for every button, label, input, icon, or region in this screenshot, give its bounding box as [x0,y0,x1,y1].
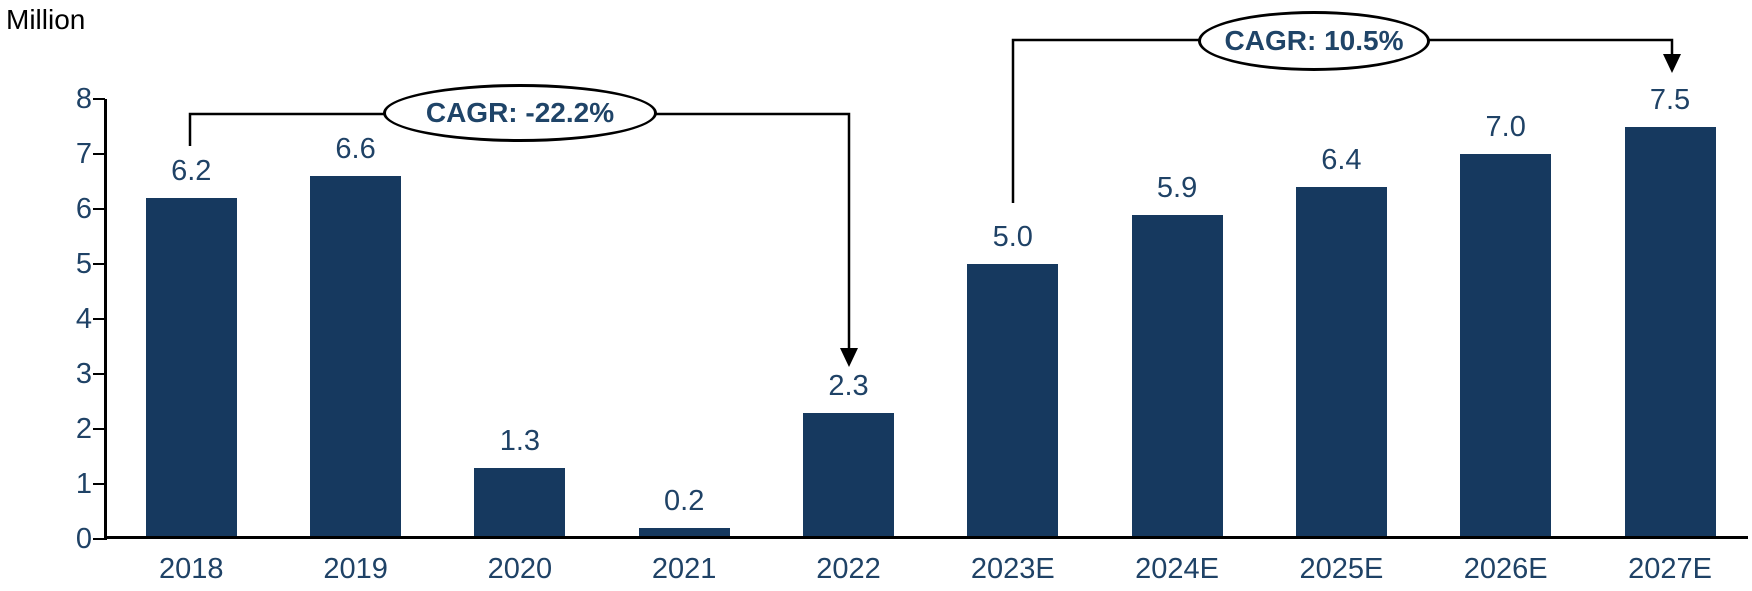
bar-value-label: 6.4 [1321,144,1362,176]
bar [1295,187,1387,539]
y-axis-tick [93,318,105,320]
axis-unit-label: Million [6,4,86,35]
bar [474,467,566,539]
x-category-label: 2023E [970,553,1055,585]
y-axis-tick [93,98,105,100]
bar [967,264,1059,539]
y-axis-tick [93,373,105,375]
cagr-label-1: CAGR: -22.2% [425,97,615,128]
y-tick-label: 0 [75,523,92,555]
cagr-badge-2: CAGR: 10.5% [1198,11,1430,71]
bar [310,176,402,539]
y-tick-label: 7 [75,138,92,170]
y-axis-line [104,99,107,540]
y-axis-tick [93,153,105,155]
x-category-label: 2027E [1628,553,1712,585]
cagr-arrowhead-2 [1663,54,1681,73]
y-tick-label: 1 [75,468,92,500]
bar-value-label: 6.2 [171,155,212,187]
y-axis-tick [93,483,105,485]
y-axis-tick [93,428,105,430]
x-category-label: 2024E [1135,553,1220,585]
bar-value-label: 5.9 [1156,171,1198,204]
bar [803,412,894,539]
bar [145,198,237,539]
x-category-label: 2022 [816,553,881,585]
x-category-label: 2018 [159,553,224,585]
bar-value-label: 7.0 [1485,111,1526,143]
cagr-arrowhead-1 [840,348,858,367]
bar-value-label: 7.5 [1649,83,1691,116]
x-category-label: 2026E [1463,553,1548,585]
bar-value-label: 0.2 [664,485,705,517]
x-category-label: 2025E [1299,553,1384,585]
cagr-badge-1: CAGR: -22.2% [383,84,657,142]
x-category-label: 2021 [651,553,717,585]
y-tick-label: 4 [75,303,92,335]
y-tick-label: 3 [75,358,92,390]
y-tick-label: 8 [75,83,92,115]
y-tick-label: 6 [75,193,92,225]
bar-value-label: 2.3 [828,369,869,402]
bar-value-label: 6.6 [335,133,376,165]
bar-value-label: 5.0 [992,221,1033,253]
cagr-label-2: CAGR: 10.5% [1224,25,1404,56]
y-axis-tick [93,263,105,265]
bar [1131,214,1223,539]
y-tick-label: 5 [75,248,92,280]
x-category-label: 2020 [487,553,553,585]
bar [1624,126,1716,539]
y-axis-tick [93,538,105,540]
bar-value-label: 1.3 [499,424,541,457]
y-tick-label: 2 [75,413,92,445]
bar [1460,154,1552,539]
x-axis-line [104,536,1748,539]
bar [638,528,730,539]
y-axis-tick [93,208,105,210]
x-category-label: 2019 [323,553,388,585]
